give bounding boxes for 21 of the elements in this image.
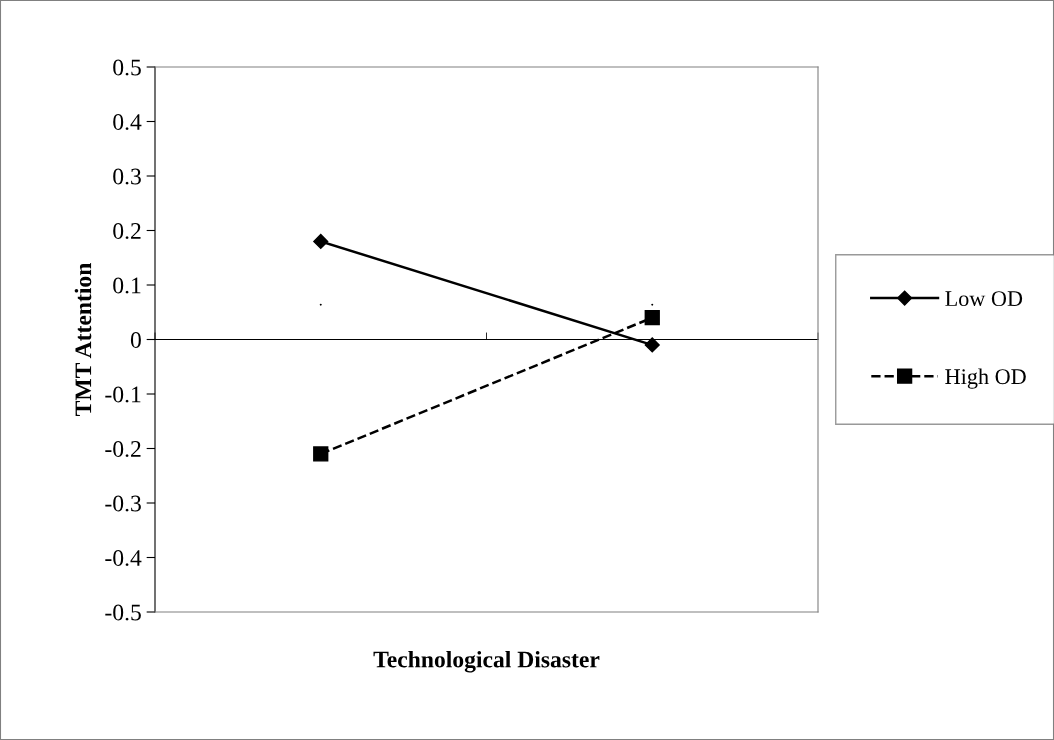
x-axis-title: Technological Disaster xyxy=(373,650,600,673)
point xyxy=(313,446,329,462)
point xyxy=(644,337,660,353)
point xyxy=(644,310,660,326)
y-axis-title: TMT Attention xyxy=(74,262,92,416)
y-tick-label: 0.4 xyxy=(113,113,142,131)
point xyxy=(313,233,329,249)
y-tick-label: -0.2 xyxy=(105,440,141,458)
y-tick-label: 0.3 xyxy=(113,168,141,185)
y-tick-label: -0.3 xyxy=(105,495,141,512)
y-tick-label: 0.2 xyxy=(113,222,141,240)
y-tick-label: -0.5 xyxy=(105,604,141,621)
y-tick-label: 0.1 xyxy=(113,277,141,294)
x-tick-label: . xyxy=(319,303,322,306)
y-tick-label: -0.4 xyxy=(105,549,142,567)
legend-label: Low OD xyxy=(945,291,1023,307)
y-tick-label: -0.1 xyxy=(105,386,141,403)
y-tick-label: 0 xyxy=(130,331,141,348)
legend-label: High OD xyxy=(945,368,1026,389)
x-tick-label: . xyxy=(651,303,654,306)
y-tick-label: 0.5 xyxy=(113,59,141,76)
